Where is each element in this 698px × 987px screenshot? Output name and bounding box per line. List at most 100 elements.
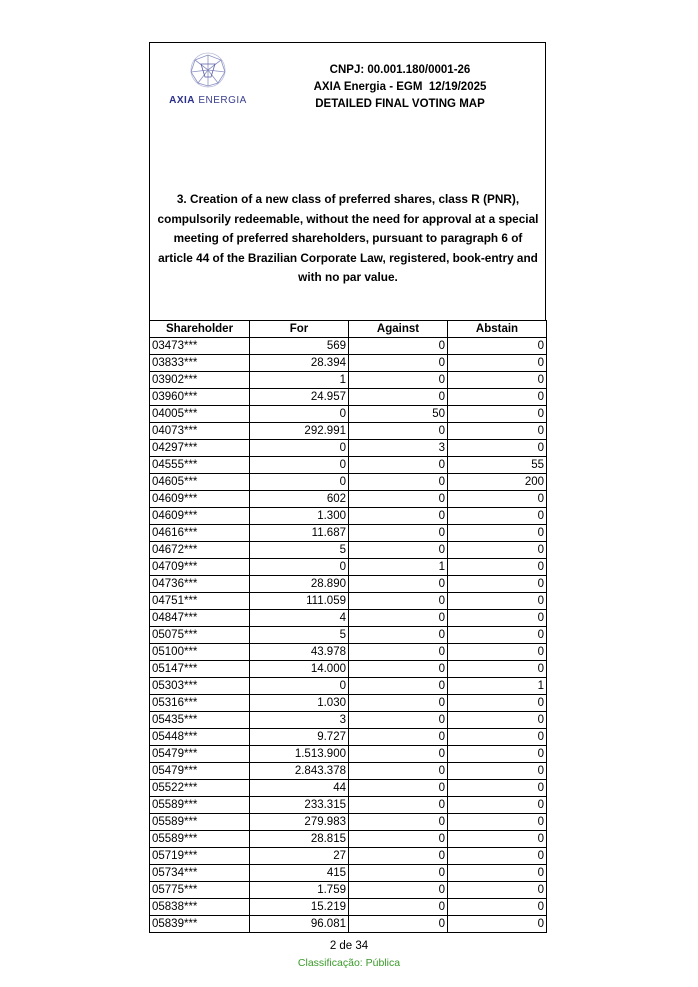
abstain-cell: 0 [447,915,547,933]
abstain-cell: 0 [447,660,547,678]
against-cell: 50 [348,405,448,423]
for-cell: 602 [249,490,349,508]
against-cell: 0 [348,541,448,559]
against-cell: 0 [348,864,448,882]
shareholder-cell: 05479*** [149,745,250,763]
for-cell: 233.315 [249,796,349,814]
for-cell: 1.759 [249,881,349,899]
for-cell: 28.394 [249,354,349,372]
against-cell: 0 [348,728,448,746]
abstain-cell: 0 [447,694,547,712]
logo-text-rest: ENERGIA [195,95,247,106]
shareholder-cell: 04609*** [149,490,250,508]
against-cell: 0 [348,524,448,542]
table-row: 05839*** 96.081 0 0 [149,915,547,933]
shareholder-cell: 04847*** [149,609,250,627]
for-cell: 43.978 [249,643,349,661]
table-header-row: Shareholder For Against Abstain [149,320,547,338]
shareholder-cell: 03960*** [149,388,250,406]
for-cell: 5 [249,626,349,644]
table-row: 05734*** 415 0 0 [149,864,547,882]
agenda-item-text: 3. Creation of a new class of preferred … [157,192,539,284]
shareholder-cell: 03902*** [149,371,250,389]
document-header: CNPJ: 00.001.180/0001-26 AXIA Energia - … [270,62,530,113]
table-row: 05838*** 15.219 0 0 [149,898,547,916]
shareholder-cell: 05147*** [149,660,250,678]
for-cell: 28.890 [249,575,349,593]
shareholder-cell: 05100*** [149,643,250,661]
shareholder-cell: 05448*** [149,728,250,746]
table-row: 05589*** 233.315 0 0 [149,796,547,814]
shareholder-cell: 05589*** [149,813,250,831]
table-row: 05775*** 1.759 0 0 [149,881,547,899]
shareholder-cell: 05075*** [149,626,250,644]
shareholder-cell: 05435*** [149,711,250,729]
for-cell: 2.843.378 [249,762,349,780]
against-cell: 0 [348,779,448,797]
against-cell: 0 [348,626,448,644]
for-cell: 0 [249,439,349,457]
abstain-cell: 0 [447,779,547,797]
abstain-cell: 0 [447,745,547,763]
table-row: 05589*** 279.983 0 0 [149,813,547,831]
shareholder-cell: 05479*** [149,762,250,780]
table-row: 05303*** 0 0 1 [149,677,547,695]
against-cell: 0 [348,422,448,440]
abstain-cell: 0 [447,711,547,729]
for-cell: 1 [249,371,349,389]
abstain-cell: 0 [447,796,547,814]
for-cell: 0 [249,677,349,695]
shareholder-cell: 04672*** [149,541,250,559]
for-cell: 44 [249,779,349,797]
shareholder-cell: 05839*** [149,915,250,933]
abstain-cell: 1 [447,677,547,695]
abstain-cell: 55 [447,456,547,474]
shareholder-cell: 03833*** [149,354,250,372]
abstain-cell: 0 [447,762,547,780]
shareholder-cell: 04555*** [149,456,250,474]
abstain-cell: 0 [447,881,547,899]
table-row: 04709*** 0 1 0 [149,558,547,576]
header-frame [149,42,546,320]
table-row: 04005*** 0 50 0 [149,405,547,423]
for-cell: 14.000 [249,660,349,678]
shareholder-cell: 05775*** [149,881,250,899]
logo-text-bold: AXIA [169,95,196,106]
against-cell: 0 [348,371,448,389]
table-row: 04297*** 0 3 0 [149,439,547,457]
table-row: 05719*** 27 0 0 [149,847,547,865]
for-cell: 0 [249,456,349,474]
against-cell: 0 [348,337,448,355]
table-row: 03473*** 569 0 0 [149,337,547,355]
against-cell: 0 [348,575,448,593]
for-cell: 1.030 [249,694,349,712]
for-cell: 3 [249,711,349,729]
against-cell: 0 [348,915,448,933]
shareholder-cell: 05838*** [149,898,250,916]
abstain-cell: 0 [447,439,547,457]
abstain-cell: 0 [447,337,547,355]
against-cell: 0 [348,677,448,695]
against-cell: 0 [348,745,448,763]
against-cell: 0 [348,881,448,899]
column-header-against: Against [348,320,448,338]
against-cell: 0 [348,507,448,525]
table-row: 05435*** 3 0 0 [149,711,547,729]
for-cell: 279.983 [249,813,349,831]
shareholder-cell: 05303*** [149,677,250,695]
table-row: 04073*** 292.991 0 0 [149,422,547,440]
against-cell: 0 [348,609,448,627]
for-cell: 96.081 [249,915,349,933]
shareholder-cell: 04005*** [149,405,250,423]
shareholder-cell: 04709*** [149,558,250,576]
column-header-for: For [249,320,349,338]
abstain-cell: 0 [447,524,547,542]
column-header-shareholder: Shareholder [149,320,250,338]
table-row: 04605*** 0 0 200 [149,473,547,491]
against-cell: 1 [348,558,448,576]
shareholder-cell: 04297*** [149,439,250,457]
for-cell: 1.513.900 [249,745,349,763]
table-row: 05147*** 14.000 0 0 [149,660,547,678]
page-number: 2 de 34 [329,940,369,952]
document-title: DETAILED FINAL VOTING MAP [315,98,485,110]
